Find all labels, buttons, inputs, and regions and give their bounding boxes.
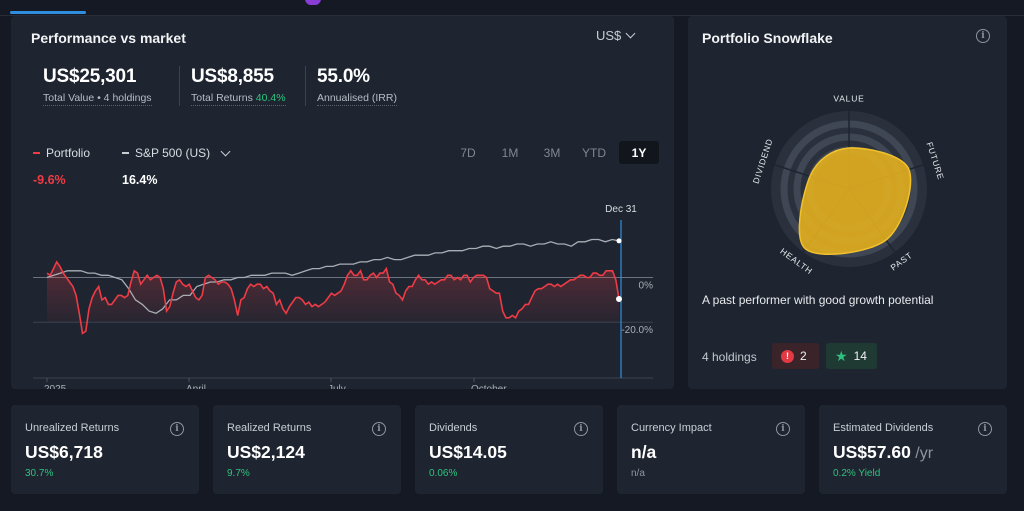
legend-portfolio: Portfolio [33, 146, 90, 160]
metric-value: US$6,718 [25, 442, 103, 462]
metric-sub: 0.2% Yield [833, 468, 881, 479]
snowflake-description: A past performer with good growth potent… [702, 293, 934, 307]
warning-icon: ! [781, 349, 794, 363]
portfolio-change: -9.6% [33, 173, 66, 187]
range-1m-button[interactable]: 1M [501, 145, 519, 160]
rewards-badge[interactable]: ★ 14 [826, 343, 877, 369]
info-icon[interactable]: i [372, 422, 386, 436]
x-tick-label: July [328, 384, 346, 389]
index-line [46, 238, 620, 315]
snowflake-axis-label: VALUE [833, 93, 864, 103]
info-icon[interactable]: i [776, 422, 790, 436]
metric-label: Realized Returns [227, 422, 312, 434]
metric-currency-impact: Currency Impact i n/a n/a [617, 405, 805, 494]
metric-label: Estimated Dividends [833, 422, 934, 434]
stat-total-returns: US$8,855 Total Returns 40.4% [191, 66, 286, 108]
metric-unrealized-returns: Unrealized Returns i US$6,718 30.7% [11, 405, 199, 494]
index-swatch [122, 152, 129, 154]
legend-index-select[interactable]: S&P 500 (US) [122, 146, 231, 160]
info-icon[interactable]: i [574, 422, 588, 436]
risks-badge[interactable]: ! 2 [772, 343, 819, 369]
total-value-label[interactable]: Total Value • 4 holdings [43, 92, 152, 106]
annualised-return: 55.0% [317, 66, 370, 87]
risks-count: 2 [800, 349, 807, 363]
performance-card: Performance vs market US$ US$25,301 Tota… [11, 16, 674, 389]
metric-label: Unrealized Returns [25, 422, 120, 434]
portfolio-legend-label: Portfolio [46, 146, 91, 160]
currency-label: US$ [596, 28, 622, 43]
stat-divider [305, 66, 306, 106]
total-returns-label[interactable]: Total Returns 40.4% [191, 92, 286, 106]
metric-sub: 9.7% [227, 468, 250, 479]
chevron-down-icon [220, 146, 231, 156]
portfolio-line [46, 260, 620, 335]
index-change: 16.4% [122, 173, 158, 187]
range-3m-button[interactable]: 3M [543, 145, 561, 160]
metric-unit: /yr [910, 445, 934, 462]
notification-dot [305, 0, 321, 5]
x-tick-label: October [471, 384, 507, 389]
y-tick-label: 0% [639, 281, 654, 292]
stat-total-value: US$25,301 Total Value • 4 holdings [43, 66, 152, 108]
cursor-date-label: Dec 31 [605, 204, 637, 215]
metric-value: US$57.60 /yr [833, 442, 934, 462]
total-returns-percent: 40.4% [255, 92, 286, 104]
metric-sub: 0.06% [429, 468, 458, 479]
chevron-down-icon [625, 28, 636, 39]
metric-sub: 30.7% [25, 468, 54, 479]
index-legend-label: S&P 500 (US) [135, 146, 211, 160]
info-icon[interactable]: i [170, 422, 184, 436]
currency-select[interactable]: US$ [596, 28, 636, 43]
holdings-count: 4 holdings [702, 350, 757, 364]
metric-estimated-dividends: Estimated Dividends i US$57.60 /yr 0.2% … [819, 405, 1007, 494]
performance-chart[interactable]: 0% -20.0% 2025 April July October Dec 31 [11, 196, 674, 389]
total-returns: US$8,855 [191, 66, 274, 87]
range-selector: 7D 1M 3M YTD 1Y [447, 141, 659, 164]
performance-title: Performance vs market [31, 30, 186, 46]
stat-annualised: 55.0% Annualised (IRR) [317, 66, 397, 108]
x-tick-label: April [186, 384, 206, 389]
snowflake-card: Portfolio Snowflake i VALUE FUTURE PAST HEA… [688, 16, 1007, 389]
range-1y-button[interactable]: 1Y [619, 141, 659, 164]
portfolio-swatch [33, 152, 40, 154]
metric-value: n/a [631, 442, 657, 462]
metric-label: Dividends [429, 422, 478, 434]
metric-value: US$2,124 [227, 442, 305, 462]
active-tab-indicator [10, 11, 86, 14]
x-tick-label: 2025 [44, 384, 67, 389]
index-end-point [616, 238, 622, 244]
snowflake-title: Portfolio Snowflake [702, 30, 833, 46]
rewards-count: 14 [853, 349, 867, 363]
stat-divider [179, 66, 180, 106]
info-icon[interactable]: i [976, 29, 990, 43]
range-7d-button[interactable]: 7D [460, 145, 476, 160]
annualised-label[interactable]: Annualised (IRR) [317, 92, 397, 106]
portfolio-end-point [616, 295, 622, 302]
metric-value: US$14.05 [429, 442, 507, 462]
metric-realized-returns: Realized Returns i US$2,124 9.7% [213, 405, 401, 494]
metric-dividends: Dividends i US$14.05 0.06% [415, 405, 603, 494]
info-icon[interactable]: i [978, 422, 992, 436]
star-icon: ★ [835, 348, 848, 364]
snowflake-shape [798, 147, 912, 255]
total-value: US$25,301 [43, 66, 137, 87]
portfolio-area [47, 261, 619, 334]
top-navigation-bar [0, 0, 1024, 16]
snowflake-axis-label: DIVIDEND [751, 137, 775, 185]
metric-sub: n/a [631, 468, 645, 479]
y-tick-label: -20.0% [621, 325, 653, 336]
metric-label: Currency Impact [631, 422, 712, 434]
snowflake-axis-label: FUTURE [924, 141, 946, 181]
range-ytd-button[interactable]: YTD [582, 145, 606, 160]
